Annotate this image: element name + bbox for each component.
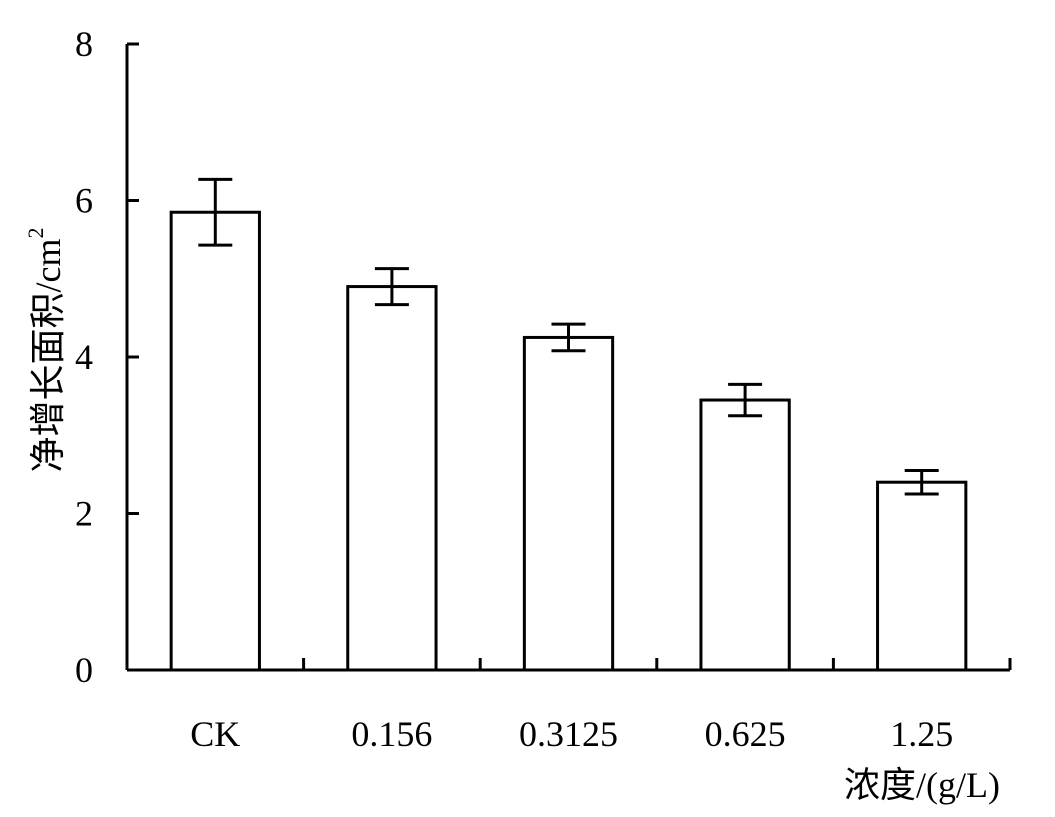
- x-axis-tick-labels: CK 0.156 0.3125 0.625 1.25: [190, 714, 953, 754]
- y-tick-label: 6: [75, 181, 93, 221]
- x-axis-label: 浓度/(g/L): [844, 765, 1000, 805]
- y-tick-label: 8: [75, 24, 93, 64]
- bars: [169, 210, 968, 672]
- y-tick-label: 0: [75, 650, 93, 690]
- y-tick-label: 4: [75, 337, 93, 377]
- bar: [346, 285, 438, 672]
- y-tick-label: 2: [75, 494, 93, 534]
- x-tick-label: CK: [190, 714, 240, 754]
- bar: [169, 210, 261, 672]
- x-tick-label: 0.156: [351, 714, 432, 754]
- error-bars: [198, 177, 939, 496]
- bar: [876, 480, 968, 672]
- x-tick-label: 0.625: [705, 714, 786, 754]
- bar: [699, 398, 791, 672]
- y-axis-label: 净增长面积/cm2: [23, 228, 68, 473]
- x-tick-label: 0.3125: [519, 714, 618, 754]
- x-tick-label: 1.25: [890, 714, 953, 754]
- y-axis-ticks: 0 2 4 6 8: [75, 24, 139, 690]
- bar: [522, 335, 615, 672]
